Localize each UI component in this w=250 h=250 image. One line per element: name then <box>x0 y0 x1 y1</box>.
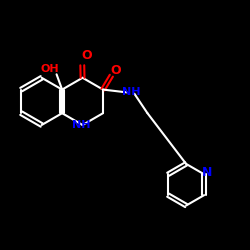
Text: NH: NH <box>122 87 140 97</box>
Text: N: N <box>202 166 213 179</box>
Text: OH: OH <box>40 64 59 74</box>
Text: NH: NH <box>72 120 90 130</box>
Text: O: O <box>111 64 122 77</box>
Text: O: O <box>82 49 92 62</box>
